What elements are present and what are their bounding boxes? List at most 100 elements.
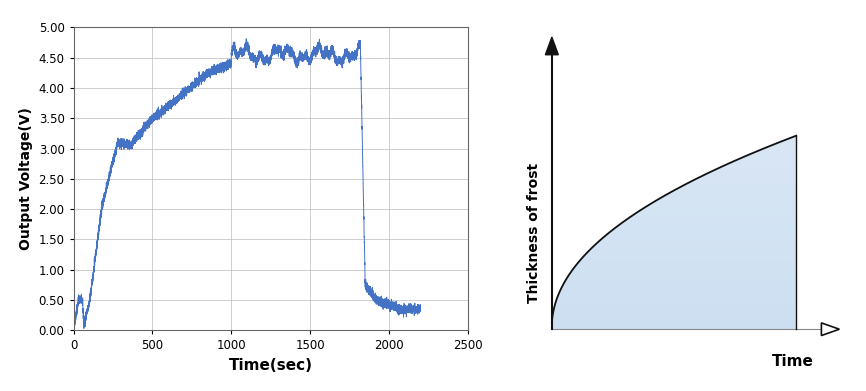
- Polygon shape: [732, 161, 796, 162]
- Polygon shape: [580, 260, 796, 261]
- Polygon shape: [654, 201, 796, 202]
- Polygon shape: [726, 164, 796, 165]
- Polygon shape: [579, 261, 796, 262]
- Polygon shape: [637, 212, 796, 213]
- X-axis label: Time(sec): Time(sec): [229, 358, 313, 373]
- Polygon shape: [712, 170, 796, 171]
- Polygon shape: [583, 256, 796, 257]
- Polygon shape: [734, 160, 796, 161]
- Polygon shape: [552, 323, 796, 324]
- Polygon shape: [571, 272, 796, 273]
- Polygon shape: [553, 319, 796, 320]
- Polygon shape: [556, 300, 796, 301]
- Polygon shape: [781, 141, 796, 142]
- Polygon shape: [572, 271, 796, 272]
- Polygon shape: [617, 225, 796, 226]
- Polygon shape: [559, 295, 796, 296]
- Polygon shape: [604, 236, 796, 237]
- Polygon shape: [564, 283, 796, 284]
- Polygon shape: [688, 182, 796, 183]
- Polygon shape: [601, 239, 796, 240]
- Polygon shape: [555, 305, 796, 306]
- Polygon shape: [685, 184, 796, 185]
- Polygon shape: [605, 235, 796, 236]
- Polygon shape: [692, 180, 796, 181]
- Polygon shape: [555, 303, 796, 304]
- Polygon shape: [617, 226, 796, 227]
- Polygon shape: [644, 207, 796, 208]
- Polygon shape: [595, 245, 796, 246]
- Polygon shape: [553, 318, 796, 319]
- Polygon shape: [673, 190, 796, 191]
- Polygon shape: [546, 37, 559, 55]
- Polygon shape: [590, 249, 796, 250]
- Polygon shape: [606, 234, 796, 235]
- Polygon shape: [615, 227, 796, 228]
- Polygon shape: [682, 186, 796, 187]
- Polygon shape: [553, 320, 796, 321]
- Polygon shape: [764, 148, 796, 149]
- Polygon shape: [585, 255, 796, 256]
- Polygon shape: [553, 312, 796, 313]
- Polygon shape: [690, 181, 796, 182]
- Polygon shape: [553, 310, 796, 311]
- Polygon shape: [590, 250, 796, 251]
- Text: Thickness of frost: Thickness of frost: [527, 162, 541, 303]
- Polygon shape: [597, 243, 796, 244]
- Polygon shape: [633, 214, 796, 215]
- Polygon shape: [669, 192, 796, 193]
- Polygon shape: [552, 326, 796, 327]
- Polygon shape: [783, 140, 796, 141]
- Polygon shape: [662, 196, 796, 197]
- Polygon shape: [821, 323, 839, 335]
- Polygon shape: [591, 248, 796, 249]
- Polygon shape: [708, 172, 796, 173]
- Polygon shape: [558, 296, 796, 297]
- Polygon shape: [602, 238, 796, 239]
- Polygon shape: [792, 137, 796, 138]
- Polygon shape: [576, 265, 796, 266]
- Polygon shape: [553, 315, 796, 316]
- Polygon shape: [647, 205, 796, 206]
- Polygon shape: [573, 268, 796, 269]
- Polygon shape: [775, 143, 796, 144]
- Polygon shape: [578, 262, 796, 263]
- Polygon shape: [587, 252, 796, 253]
- Polygon shape: [723, 165, 796, 166]
- Polygon shape: [719, 167, 796, 168]
- Polygon shape: [569, 274, 796, 275]
- Polygon shape: [635, 213, 796, 214]
- Polygon shape: [563, 285, 796, 286]
- Polygon shape: [786, 139, 796, 140]
- Polygon shape: [581, 259, 796, 260]
- Polygon shape: [711, 171, 796, 172]
- Polygon shape: [739, 158, 796, 159]
- Polygon shape: [566, 279, 796, 280]
- Polygon shape: [660, 197, 796, 198]
- Polygon shape: [682, 185, 796, 186]
- Polygon shape: [619, 224, 796, 225]
- Polygon shape: [700, 176, 796, 177]
- Polygon shape: [553, 313, 796, 314]
- Polygon shape: [638, 211, 796, 212]
- Polygon shape: [768, 146, 796, 147]
- Polygon shape: [586, 253, 796, 254]
- Polygon shape: [788, 138, 796, 139]
- Polygon shape: [552, 324, 796, 325]
- Polygon shape: [707, 173, 796, 174]
- Polygon shape: [559, 291, 796, 292]
- Polygon shape: [578, 263, 796, 264]
- Polygon shape: [721, 166, 796, 167]
- Polygon shape: [556, 301, 796, 302]
- Polygon shape: [556, 302, 796, 303]
- Polygon shape: [581, 258, 796, 259]
- Polygon shape: [595, 244, 796, 245]
- Polygon shape: [599, 240, 796, 241]
- Polygon shape: [574, 267, 796, 268]
- Polygon shape: [659, 198, 796, 199]
- Polygon shape: [756, 151, 796, 152]
- Polygon shape: [622, 222, 796, 223]
- Polygon shape: [650, 203, 796, 204]
- Polygon shape: [562, 287, 796, 288]
- Polygon shape: [714, 169, 796, 170]
